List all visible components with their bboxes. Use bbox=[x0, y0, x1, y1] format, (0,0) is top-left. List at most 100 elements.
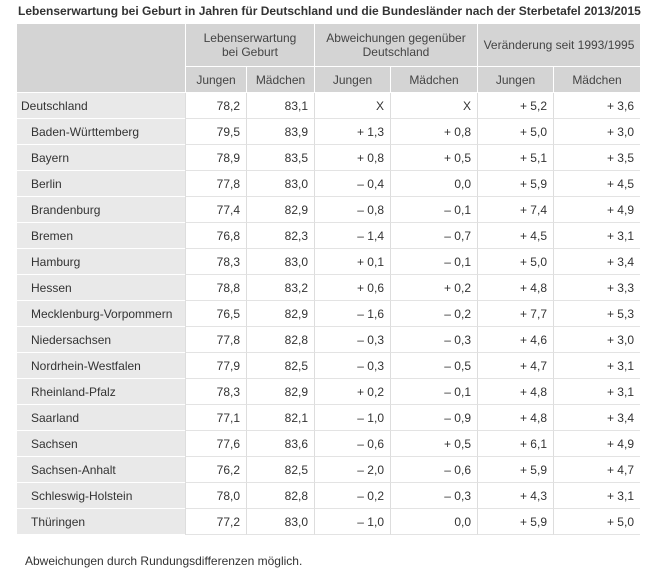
cell-ve-jungen: + 5,9 bbox=[477, 171, 553, 197]
life-expectancy-table: Lebenserwartung bei Geburt Abweichungen … bbox=[17, 24, 640, 535]
cell-ve-maedchen: + 5,3 bbox=[553, 301, 640, 327]
table-row: Berlin 77,8 83,0 – 0,4 0,0 + 5,9 + 4,5 bbox=[17, 171, 640, 197]
cell-ab-jungen: – 1,4 bbox=[314, 223, 390, 249]
header-veraenderung: Veränderung seit 1993/1995 bbox=[477, 24, 640, 67]
row-label: Baden-Württemberg bbox=[17, 119, 185, 145]
cell-le-jungen: 77,6 bbox=[185, 431, 246, 457]
cell-ab-jungen: – 0,3 bbox=[314, 353, 390, 379]
cell-ve-jungen: + 4,8 bbox=[477, 379, 553, 405]
table-row: Schleswig-Holstein 78,0 82,8 – 0,2 – 0,3… bbox=[17, 483, 640, 509]
cell-ab-jungen: – 1,0 bbox=[314, 405, 390, 431]
cell-le-maedchen: 82,9 bbox=[246, 301, 314, 327]
cell-le-jungen: 77,4 bbox=[185, 197, 246, 223]
cell-ab-maedchen: 0,0 bbox=[390, 509, 477, 535]
table-row: Saarland 77,1 82,1 – 1,0 – 0,9 + 4,8 + 3… bbox=[17, 405, 640, 431]
row-label: Deutschland bbox=[17, 93, 185, 119]
cell-le-maedchen: 82,9 bbox=[246, 197, 314, 223]
cell-ve-jungen: + 4,3 bbox=[477, 483, 553, 509]
table-row: Niedersachsen 77,8 82,8 – 0,3 – 0,3 + 4,… bbox=[17, 327, 640, 353]
cell-le-jungen: 78,9 bbox=[185, 145, 246, 171]
cell-le-maedchen: 82,9 bbox=[246, 379, 314, 405]
cell-ve-jungen: + 5,0 bbox=[477, 249, 553, 275]
cell-ve-maedchen: + 4,5 bbox=[553, 171, 640, 197]
cell-le-jungen: 79,5 bbox=[185, 119, 246, 145]
row-label: Brandenburg bbox=[17, 197, 185, 223]
cell-ab-maedchen: – 0,7 bbox=[390, 223, 477, 249]
table-row: Sachsen-Anhalt 76,2 82,5 – 2,0 – 0,6 + 5… bbox=[17, 457, 640, 483]
cell-ab-maedchen: + 0,5 bbox=[390, 431, 477, 457]
cell-ve-maedchen: + 3,0 bbox=[553, 119, 640, 145]
cell-ve-jungen: + 5,9 bbox=[477, 509, 553, 535]
cell-ab-maedchen: 0,0 bbox=[390, 171, 477, 197]
cell-ab-jungen: – 1,6 bbox=[314, 301, 390, 327]
cell-ab-maedchen: – 0,6 bbox=[390, 457, 477, 483]
cell-ve-maedchen: + 4,9 bbox=[553, 197, 640, 223]
cell-le-jungen: 77,8 bbox=[185, 327, 246, 353]
header-jungen: Jungen bbox=[314, 67, 390, 93]
cell-le-maedchen: 83,5 bbox=[246, 145, 314, 171]
cell-le-maedchen: 82,8 bbox=[246, 327, 314, 353]
table-row: Bremen 76,8 82,3 – 1,4 – 0,7 + 4,5 + 3,1 bbox=[17, 223, 640, 249]
cell-le-maedchen: 82,5 bbox=[246, 353, 314, 379]
cell-le-maedchen: 82,8 bbox=[246, 483, 314, 509]
cell-le-jungen: 76,5 bbox=[185, 301, 246, 327]
cell-le-maedchen: 83,0 bbox=[246, 249, 314, 275]
table-row: Deutschland 78,2 83,1 X X + 5,2 + 3,6 bbox=[17, 93, 640, 119]
cell-ab-jungen: + 1,3 bbox=[314, 119, 390, 145]
cell-ve-maedchen: + 3,5 bbox=[553, 145, 640, 171]
cell-ve-maedchen: + 3,4 bbox=[553, 249, 640, 275]
cell-ve-jungen: + 4,8 bbox=[477, 405, 553, 431]
row-label: Saarland bbox=[17, 405, 185, 431]
footnote: Abweichungen durch Rundungsdifferenzen m… bbox=[25, 554, 303, 568]
cell-ve-jungen: + 5,1 bbox=[477, 145, 553, 171]
cell-ve-jungen: + 4,5 bbox=[477, 223, 553, 249]
header-corner bbox=[17, 24, 185, 93]
cell-ve-jungen: + 5,2 bbox=[477, 93, 553, 119]
table-row: Mecklenburg-Vorpommern 76,5 82,9 – 1,6 –… bbox=[17, 301, 640, 327]
cell-ve-maedchen: + 3,6 bbox=[553, 93, 640, 119]
header-maedchen: Mädchen bbox=[553, 67, 640, 93]
cell-ve-maedchen: + 3,1 bbox=[553, 379, 640, 405]
cell-ve-maedchen: + 4,7 bbox=[553, 457, 640, 483]
cell-ab-maedchen: – 0,3 bbox=[390, 327, 477, 353]
table-row: Rheinland-Pfalz 78,3 82,9 + 0,2 – 0,1 + … bbox=[17, 379, 640, 405]
row-label: Bremen bbox=[17, 223, 185, 249]
row-label: Thüringen bbox=[17, 509, 185, 535]
cell-ve-maedchen: + 3,1 bbox=[553, 223, 640, 249]
cell-ve-maedchen: + 3,1 bbox=[553, 353, 640, 379]
cell-ve-jungen: + 7,4 bbox=[477, 197, 553, 223]
row-label: Schleswig-Holstein bbox=[17, 483, 185, 509]
cell-le-jungen: 77,8 bbox=[185, 171, 246, 197]
cell-le-jungen: 77,1 bbox=[185, 405, 246, 431]
row-label: Sachsen-Anhalt bbox=[17, 457, 185, 483]
cell-ve-jungen: + 5,9 bbox=[477, 457, 553, 483]
cell-ab-jungen: + 0,8 bbox=[314, 145, 390, 171]
row-label: Nordrhein-Westfalen bbox=[17, 353, 185, 379]
table-row: Bayern 78,9 83,5 + 0,8 + 0,5 + 5,1 + 3,5 bbox=[17, 145, 640, 171]
cell-ab-jungen: – 0,8 bbox=[314, 197, 390, 223]
header-maedchen: Mädchen bbox=[246, 67, 314, 93]
cell-le-maedchen: 83,1 bbox=[246, 93, 314, 119]
cell-ve-maedchen: + 4,9 bbox=[553, 431, 640, 457]
table-body: Deutschland 78,2 83,1 X X + 5,2 + 3,6 Ba… bbox=[17, 93, 640, 535]
cell-le-maedchen: 83,0 bbox=[246, 171, 314, 197]
table-row: Baden-Württemberg 79,5 83,9 + 1,3 + 0,8 … bbox=[17, 119, 640, 145]
cell-ve-maedchen: + 5,0 bbox=[553, 509, 640, 535]
header-jungen: Jungen bbox=[477, 67, 553, 93]
cell-ab-jungen: – 2,0 bbox=[314, 457, 390, 483]
cell-ve-jungen: + 4,6 bbox=[477, 327, 553, 353]
cell-le-maedchen: 82,5 bbox=[246, 457, 314, 483]
cell-le-jungen: 77,9 bbox=[185, 353, 246, 379]
cell-le-jungen: 78,8 bbox=[185, 275, 246, 301]
row-label: Sachsen bbox=[17, 431, 185, 457]
table-row: Hessen 78,8 83,2 + 0,6 + 0,2 + 4,8 + 3,3 bbox=[17, 275, 640, 301]
row-label: Mecklenburg-Vorpommern bbox=[17, 301, 185, 327]
cell-le-maedchen: 82,1 bbox=[246, 405, 314, 431]
cell-ab-maedchen: + 0,5 bbox=[390, 145, 477, 171]
cell-ab-jungen: X bbox=[314, 93, 390, 119]
cell-ve-maedchen: + 3,3 bbox=[553, 275, 640, 301]
cell-ab-maedchen: + 0,8 bbox=[390, 119, 477, 145]
row-label: Berlin bbox=[17, 171, 185, 197]
cell-ab-maedchen: – 0,9 bbox=[390, 405, 477, 431]
cell-le-jungen: 78,3 bbox=[185, 249, 246, 275]
